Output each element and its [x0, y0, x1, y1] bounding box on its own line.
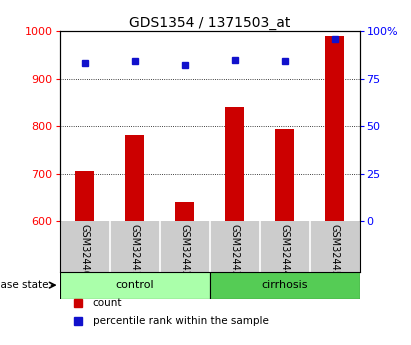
Bar: [275, 129, 294, 221]
Text: count: count: [92, 298, 122, 308]
Bar: [175, 202, 194, 221]
FancyBboxPatch shape: [60, 272, 210, 298]
Text: GSM32440: GSM32440: [80, 224, 90, 277]
Text: cirrhosis: cirrhosis: [261, 280, 308, 290]
Bar: [75, 171, 94, 221]
Text: disease state: disease state: [0, 280, 48, 290]
Text: GSM32442: GSM32442: [180, 224, 189, 277]
Text: GSM32441: GSM32441: [129, 224, 140, 277]
Bar: [125, 135, 144, 221]
Text: GSM32443: GSM32443: [230, 224, 240, 277]
FancyBboxPatch shape: [210, 272, 360, 298]
Text: GSM32445: GSM32445: [330, 224, 339, 277]
Title: GDS1354 / 1371503_at: GDS1354 / 1371503_at: [129, 16, 290, 30]
Text: GSM32444: GSM32444: [279, 224, 290, 277]
Bar: [325, 36, 344, 221]
Text: control: control: [115, 280, 154, 290]
Bar: [225, 107, 244, 221]
Text: percentile rank within the sample: percentile rank within the sample: [92, 316, 268, 326]
